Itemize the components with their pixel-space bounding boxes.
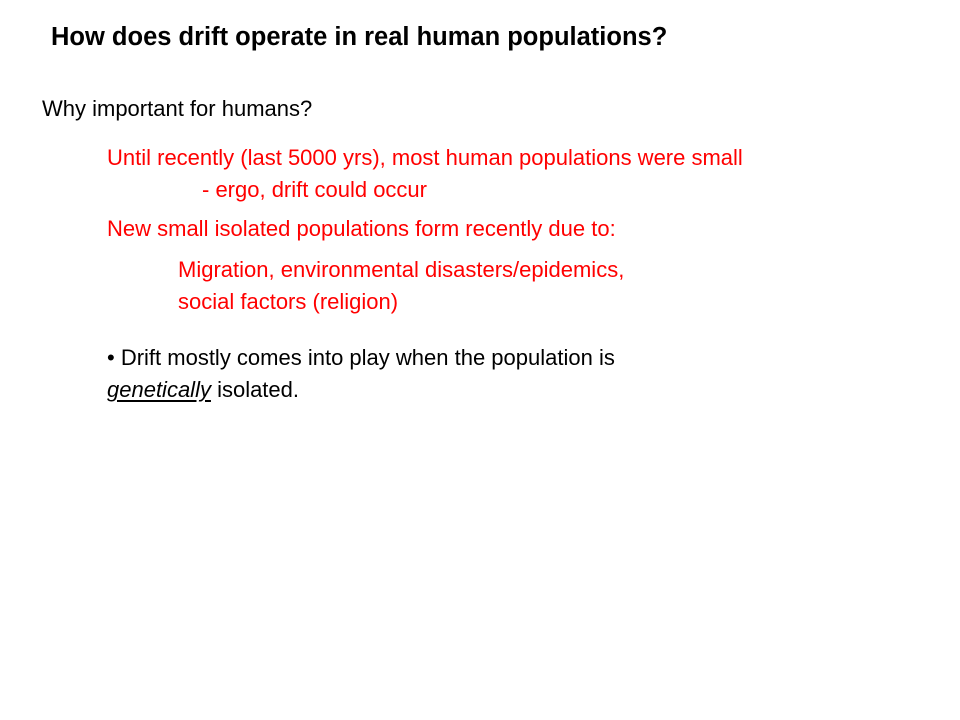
bullet-line-2: genetically isolated.: [107, 374, 299, 406]
point-2: New small isolated populations form rece…: [107, 216, 616, 241]
subheading: Why important for humans?: [42, 96, 313, 121]
point-2-sub-line-1: Migration, environmental disasters/epide…: [178, 257, 625, 282]
point-1-line-2: - ergo, drift could occur: [202, 177, 427, 202]
point-1-line-1: Until recently (last 5000 yrs), most hum…: [107, 145, 743, 170]
point-2-sub-line-2: social factors (religion): [178, 289, 399, 314]
slide-title: How does drift operate in real human pop…: [51, 23, 668, 51]
emphasized-word: genetically: [107, 377, 211, 402]
bullet-line-1: • Drift mostly comes into play when the …: [107, 345, 615, 370]
bullet-line-2-rest: isolated.: [210, 377, 300, 402]
